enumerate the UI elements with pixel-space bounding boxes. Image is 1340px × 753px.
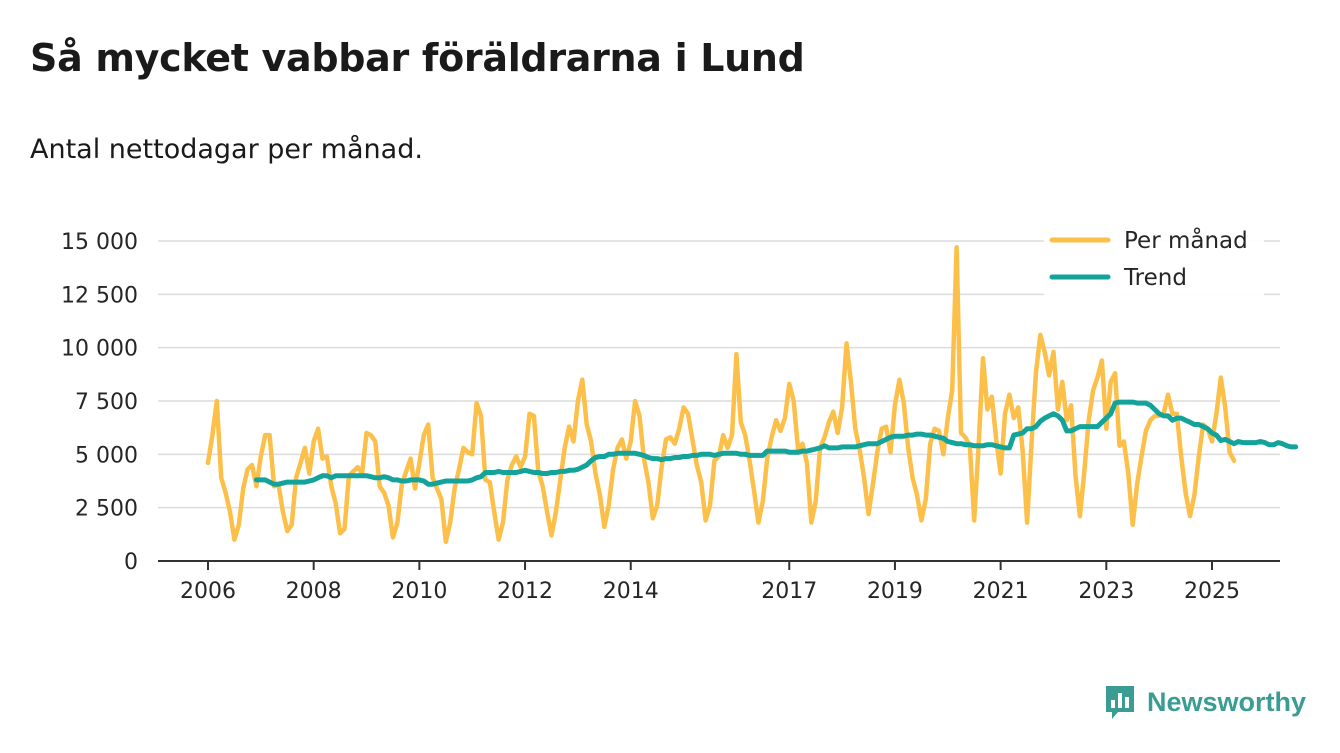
- y-axis-ticks: 0 2 500 5 000 7 500 10 000 12 500 15 000: [61, 230, 138, 575]
- x-tick-label: 2012: [497, 579, 553, 604]
- legend: Per månad Trend: [1044, 220, 1264, 296]
- chart-subtitle: Antal nettodagar per månad.: [30, 134, 423, 165]
- brand-name: Newsworthy: [1146, 686, 1306, 717]
- y-tick-label: 12 500: [61, 283, 138, 308]
- legend-label-monthly: Per månad: [1124, 226, 1248, 254]
- x-tick-label: 2008: [286, 579, 342, 604]
- y-tick-label: 0: [124, 550, 138, 575]
- x-tick-label: 2021: [973, 579, 1029, 604]
- y-tick-label: 10 000: [61, 337, 138, 362]
- legend-background: [1044, 220, 1264, 296]
- x-tick-label: 2006: [180, 579, 236, 604]
- y-tick-label: 2 500: [75, 497, 138, 522]
- x-tick-label: 2017: [761, 579, 817, 604]
- x-tick-label: 2010: [391, 579, 447, 604]
- x-axis: 2006 2008 2010 2012 2014 2017 2019 2021 2023 2025: [158, 560, 1280, 604]
- brand-logo[interactable]: Newsworthy: [1103, 683, 1306, 721]
- x-tick-label: 2014: [603, 579, 659, 604]
- x-tick-label: 2025: [1184, 579, 1240, 604]
- y-tick-label: 7 500: [75, 390, 138, 415]
- chart-title: Så mycket vabbar föräldrarna i Lund: [30, 36, 805, 80]
- y-tick-label: 5 000: [75, 443, 138, 468]
- bar-chart-speech-bubble-icon: [1105, 686, 1134, 719]
- y-tick-label: 15 000: [61, 230, 138, 255]
- series-layer: [205, 245, 1299, 545]
- series-line-trend: [253, 399, 1299, 487]
- legend-label-trend: Trend: [1123, 265, 1187, 291]
- x-tick-label: 2023: [1078, 579, 1134, 604]
- x-tick-label: 2019: [867, 579, 923, 604]
